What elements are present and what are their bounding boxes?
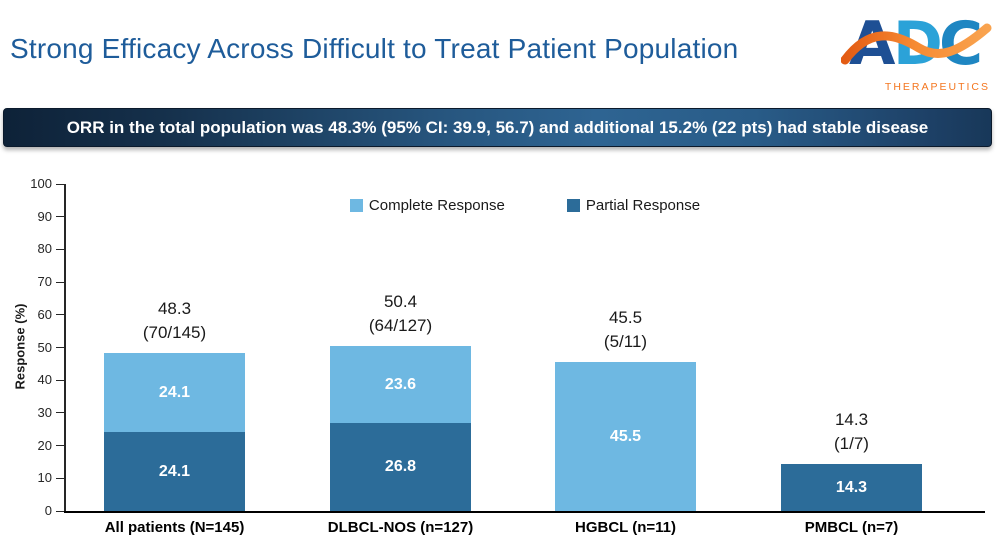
y-tick-label: 0	[44, 503, 52, 518]
y-tick-label: 60	[37, 306, 52, 322]
logo-swoosh	[840, 23, 992, 65]
y-tick-mark	[56, 248, 64, 250]
chart-legend: Complete Response Partial Response	[65, 197, 985, 214]
logo-letters: A D C	[849, 9, 983, 79]
bar-total-fraction: (64/127)	[368, 316, 433, 336]
bar-total-value: 14.3	[834, 410, 869, 430]
y-tick-mark	[56, 183, 64, 185]
y-tick-mark	[56, 216, 64, 218]
bar-segment-complete-response: 24.1	[104, 353, 245, 433]
y-tick-mark	[56, 412, 64, 414]
bar-total-value: 50.4	[383, 292, 418, 312]
y-tick-mark	[56, 477, 64, 479]
bar-total-value: 48.3	[157, 299, 192, 319]
y-axis-line	[64, 184, 66, 513]
page-title: Strong Efficacy Across Difficult to Trea…	[10, 33, 739, 64]
bar-segment-complete-response: 45.5	[555, 362, 696, 511]
orr-summary-banner: ORR in the total population was 48.3% (9…	[3, 108, 992, 147]
x-axis-line	[64, 511, 985, 513]
y-tick-mark	[56, 379, 64, 381]
legend-item-complete-response: Complete Response	[349, 197, 505, 214]
y-tick-label: 90	[37, 208, 52, 224]
y-tick-label: 10	[37, 470, 52, 486]
bar-segment-partial-response: 26.8	[330, 423, 471, 511]
partial-response-swatch-icon	[566, 199, 580, 212]
y-tick-label: 70	[37, 274, 52, 290]
bar-total-fraction: (5/11)	[603, 332, 648, 352]
y-tick-label: 20	[37, 437, 52, 453]
x-axis-category-label: HGBCL (n=11)	[575, 519, 676, 536]
bar-total-label: 14.3 (1/7)	[767, 408, 937, 456]
logo-subtext: THERAPEUTICS	[885, 81, 990, 93]
adc-therapeutics-logo: A D C THERAPEUTICS	[840, 2, 993, 100]
y-tick-mark	[56, 314, 64, 316]
y-tick-mark	[56, 445, 64, 447]
y-tick-mark	[56, 347, 64, 348]
bar-total-label: 45.5 (5/11)	[541, 306, 711, 354]
orr-summary-text: ORR in the total population was 48.3% (9…	[66, 117, 929, 137]
y-tick-label: 80	[37, 241, 52, 257]
legend-label-complete-response: Complete Response	[368, 197, 505, 214]
legend-item-partial-response: Partial Response	[566, 197, 701, 214]
y-tick-mark	[56, 281, 64, 283]
bar-total-label: 48.3 (70/145)	[90, 297, 260, 345]
y-tick-label: 50	[37, 339, 52, 355]
y-tick-label: 40	[37, 372, 52, 388]
y-tick-mark	[56, 510, 64, 512]
y-tick-label: 100	[30, 176, 52, 191]
adc-logo-graphic: A D C THERAPEUTICS	[840, 9, 992, 93]
bar-segment-partial-response: 14.3	[781, 464, 922, 511]
bar-total-fraction: (70/145)	[142, 323, 207, 343]
complete-response-swatch-icon	[349, 199, 363, 212]
legend-label-partial-response: Partial Response	[585, 197, 701, 214]
bar-total-value: 45.5	[608, 308, 643, 328]
bar-total-label: 50.4 (64/127)	[316, 290, 486, 338]
bar-segment-complete-response: 23.6	[330, 346, 471, 424]
x-axis-category-label: PMBCL (n=7)	[804, 519, 899, 536]
x-axis-category-label: All patients (N=145)	[104, 519, 245, 536]
y-tick-label: 30	[37, 404, 52, 420]
x-axis-category-label: DLBCL-NOS (n=127)	[327, 519, 474, 536]
bar-total-fraction: (1/7)	[834, 434, 869, 454]
bar-segment-partial-response: 24.1	[104, 432, 245, 511]
